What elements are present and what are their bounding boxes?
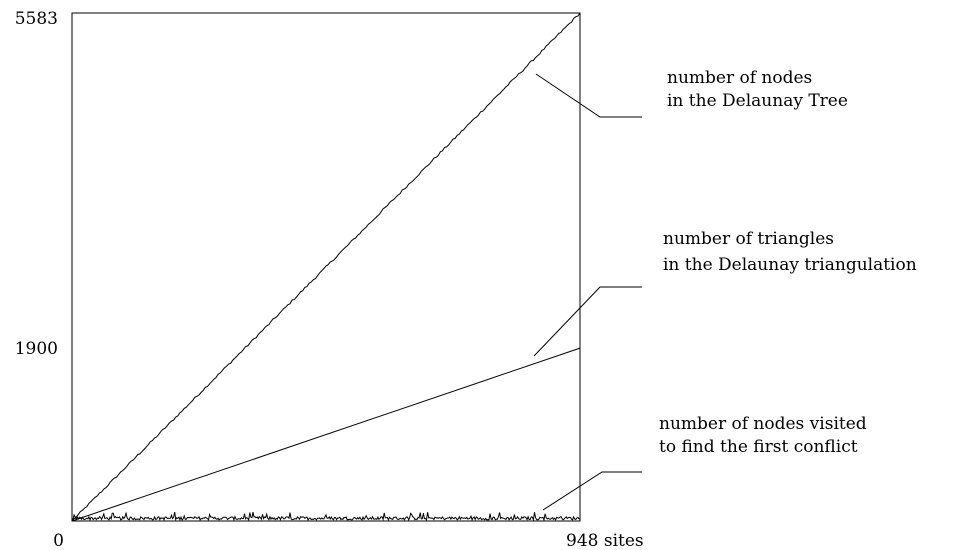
leader-line-nodes-visited [542, 471, 642, 511]
annotation-delaunay-triangles-line1: number of triangles [663, 229, 834, 249]
annotation-delaunay-triangles-line2: in the Delaunay triangulation [663, 255, 917, 275]
annotation-delaunay-tree-nodes-line1: number of nodes [667, 68, 812, 88]
y-tick-label-mid: 1900 [15, 339, 58, 359]
plot-frame [71, 12, 581, 522]
annotation-delaunay-tree-nodes-line2: in the Delaunay Tree [667, 91, 848, 111]
annotation-nodes-visited-line1: number of nodes visited [659, 414, 867, 434]
series-line-nodes-visited [71, 511, 581, 522]
leader-line-delaunay-triangles [533, 286, 642, 357]
series-line-delaunay-triangles [71, 347, 581, 522]
x-tick-label-min: 0 [53, 531, 64, 550]
series-line-delaunay-tree-nodes [71, 12, 581, 522]
x-tick-label-max: 948 sites [566, 531, 644, 550]
leader-line-delaunay-tree-nodes [535, 73, 642, 118]
annotation-nodes-visited-line2: to find the first conflict [659, 437, 858, 457]
y-tick-label-max: 5583 [15, 9, 58, 29]
